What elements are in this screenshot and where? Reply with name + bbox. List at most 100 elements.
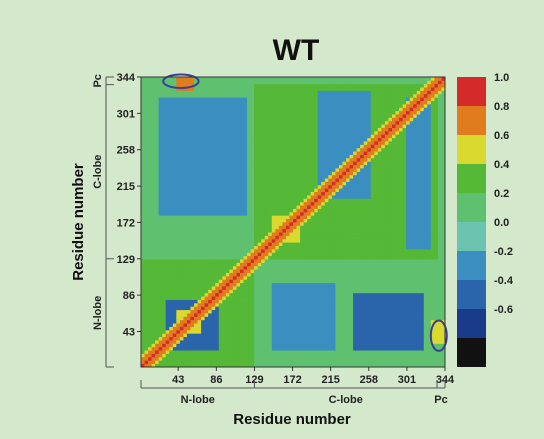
heatmap-cell xyxy=(222,225,227,230)
heatmap-cell xyxy=(215,363,220,368)
heatmap-cell xyxy=(155,154,160,159)
heatmap-cell xyxy=(215,238,220,243)
heatmap-cell xyxy=(236,340,241,344)
heatmap-cell xyxy=(268,306,273,311)
heatmap-cell xyxy=(236,350,241,354)
heatmap-cell xyxy=(162,124,167,128)
heatmap-cell xyxy=(236,218,241,223)
heatmap-cell xyxy=(254,211,259,216)
heatmap-cell xyxy=(236,360,241,365)
heatmap-cell xyxy=(264,211,269,216)
heatmap-cell xyxy=(324,309,329,314)
heatmap-cell xyxy=(335,265,340,270)
heatmap-cell xyxy=(176,360,181,365)
heatmap-cell xyxy=(321,107,326,112)
heatmap-cell xyxy=(165,238,170,243)
heatmap-cell xyxy=(211,211,216,216)
heatmap-cell xyxy=(254,265,259,270)
heatmap-cell xyxy=(172,134,177,139)
heatmap-cell xyxy=(183,316,188,321)
heatmap-cell xyxy=(261,262,266,267)
heatmap-cell xyxy=(141,181,145,186)
heatmap-cell xyxy=(321,353,326,358)
heatmap-cell xyxy=(144,93,149,98)
heatmap-cell xyxy=(317,238,322,243)
heatmap-cell xyxy=(338,141,343,145)
heatmap-cell xyxy=(247,269,251,273)
heatmap-cell xyxy=(278,178,283,182)
heatmap-cell xyxy=(261,238,266,243)
heatmap-cell xyxy=(176,134,181,139)
heatmap-cell xyxy=(310,262,315,267)
heatmap-cell xyxy=(151,77,156,81)
heatmap-cell xyxy=(144,265,149,270)
heatmap-cell xyxy=(158,313,163,317)
heatmap-cell xyxy=(183,363,188,368)
heatmap-cell xyxy=(264,259,269,263)
heatmap-cell xyxy=(285,275,290,280)
heatmap-cell xyxy=(307,174,312,179)
heatmap-cell xyxy=(296,275,301,280)
heatmap-cell xyxy=(317,80,322,85)
heatmap-cell xyxy=(268,242,273,246)
heatmap-cell xyxy=(247,178,251,182)
heatmap-cell xyxy=(201,157,206,162)
heatmap-cell xyxy=(310,168,315,172)
heatmap-cell xyxy=(169,363,174,368)
heatmap-cell xyxy=(236,181,241,186)
heatmap-cell xyxy=(275,137,280,142)
heatmap-cell xyxy=(264,272,269,277)
heatmap-cell xyxy=(229,164,234,169)
heatmap-cell xyxy=(257,80,262,85)
heatmap-cell xyxy=(165,309,170,314)
heatmap-cell xyxy=(201,319,206,324)
heatmap-cell xyxy=(254,225,259,230)
heatmap-cell xyxy=(317,350,322,354)
heatmap-cell xyxy=(303,117,308,122)
heatmap-cell xyxy=(222,130,227,135)
heatmap-cell xyxy=(148,171,152,176)
heatmap-cell xyxy=(278,333,283,338)
heatmap-cell xyxy=(254,296,259,300)
heatmap-cell xyxy=(250,100,255,105)
heatmap-cell xyxy=(289,228,294,233)
heatmap-cell xyxy=(155,77,160,81)
heatmap-cell xyxy=(215,157,220,162)
heatmap-cell xyxy=(243,232,248,236)
heatmap-cell xyxy=(293,201,297,206)
heatmap-cell xyxy=(278,174,283,179)
heatmap-cell xyxy=(310,134,315,139)
heatmap-cell xyxy=(239,218,244,223)
heatmap-cell xyxy=(211,198,216,203)
heatmap-cell xyxy=(317,120,322,125)
heatmap-cell xyxy=(158,157,163,162)
heatmap-cell xyxy=(218,103,223,108)
heatmap-cell xyxy=(254,114,259,118)
heatmap-cell xyxy=(275,282,280,287)
heatmap-cell xyxy=(225,218,230,223)
heatmap-cell xyxy=(271,255,276,260)
heatmap-cell xyxy=(141,114,145,118)
heatmap-cell xyxy=(151,238,156,243)
heatmap-cell xyxy=(324,178,329,182)
heatmap-cell xyxy=(236,137,241,142)
heatmap-cell xyxy=(328,350,333,354)
heatmap-cell xyxy=(186,198,191,203)
heatmap-cell xyxy=(285,134,290,139)
heatmap-cell xyxy=(310,83,315,88)
heatmap-cell xyxy=(300,90,304,95)
heatmap-cell xyxy=(310,265,315,270)
heatmap-cell xyxy=(190,215,195,220)
heatmap-cell xyxy=(239,323,244,327)
heatmap-cell xyxy=(172,90,177,95)
heatmap-cell xyxy=(155,222,160,226)
heatmap-cell xyxy=(141,228,145,233)
heatmap-cell xyxy=(328,360,333,365)
heatmap-cell xyxy=(169,211,174,216)
heatmap-cell xyxy=(282,100,287,105)
heatmap-cell xyxy=(278,282,283,287)
heatmap-cell xyxy=(208,181,213,186)
heatmap-cell xyxy=(335,319,340,324)
heatmap-cell xyxy=(186,157,191,162)
heatmap-cell xyxy=(218,235,223,240)
